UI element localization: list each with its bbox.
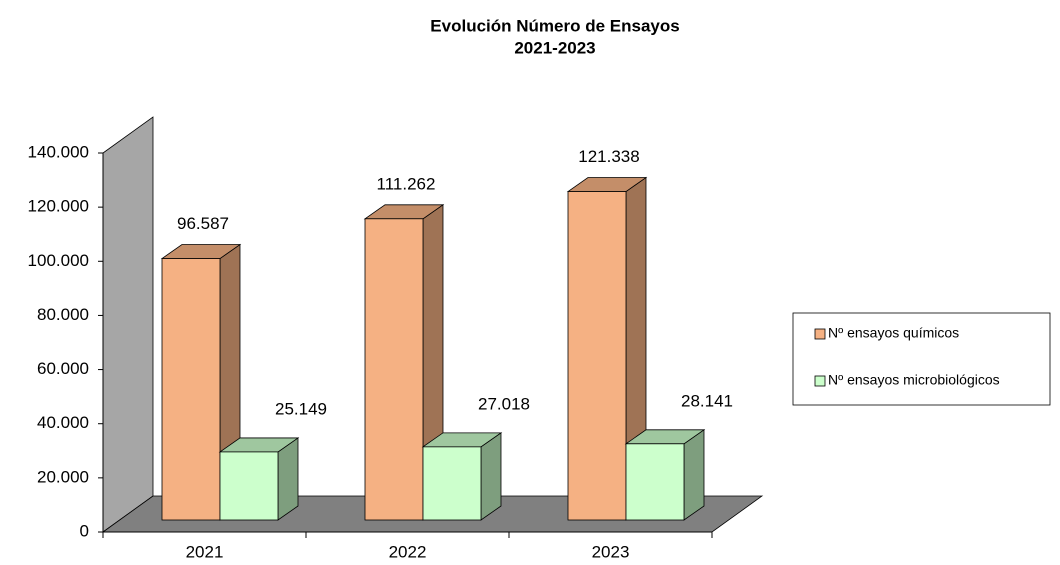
bar [567,191,627,521]
x-tick-label: 2021 [186,542,224,561]
chart-subtitle: 2021-2023 [514,38,595,57]
y-tick-label: 100.000 [28,251,89,270]
data-label: 28.141 [681,391,733,410]
legend [792,312,1051,406]
bar [219,451,279,521]
bar [161,258,221,521]
legend-label: Nº ensayos químicos [828,325,959,341]
x-tick-label: 2022 [389,542,427,561]
data-label: 111.262 [377,174,436,193]
data-label: 121.338 [578,147,639,166]
y-tick-label: 40.000 [37,413,89,432]
back-wall [102,116,154,533]
legend-swatch [814,375,826,387]
x-tick-label: 2023 [592,542,630,561]
y-tick-label: 140.000 [28,142,89,161]
y-tick-label: 60.000 [37,359,89,378]
data-label: 25.149 [275,399,327,418]
bar [364,218,424,521]
data-label: 96.587 [177,214,229,233]
legend-label: Nº ensayos microbiológicos [828,372,1000,388]
bar [422,446,482,521]
bar [625,443,685,521]
y-tick-label: 80.000 [37,305,89,324]
legend-swatch [814,328,826,340]
data-label: 27.018 [478,394,530,413]
bar-side [480,432,502,521]
y-tick-label: 20.000 [37,467,89,486]
y-tick-label: 120.000 [28,197,89,216]
chart-title: Evolución Número de Ensayos [430,16,679,35]
bar-side [683,429,705,521]
y-tick-label: 0 [80,521,89,540]
